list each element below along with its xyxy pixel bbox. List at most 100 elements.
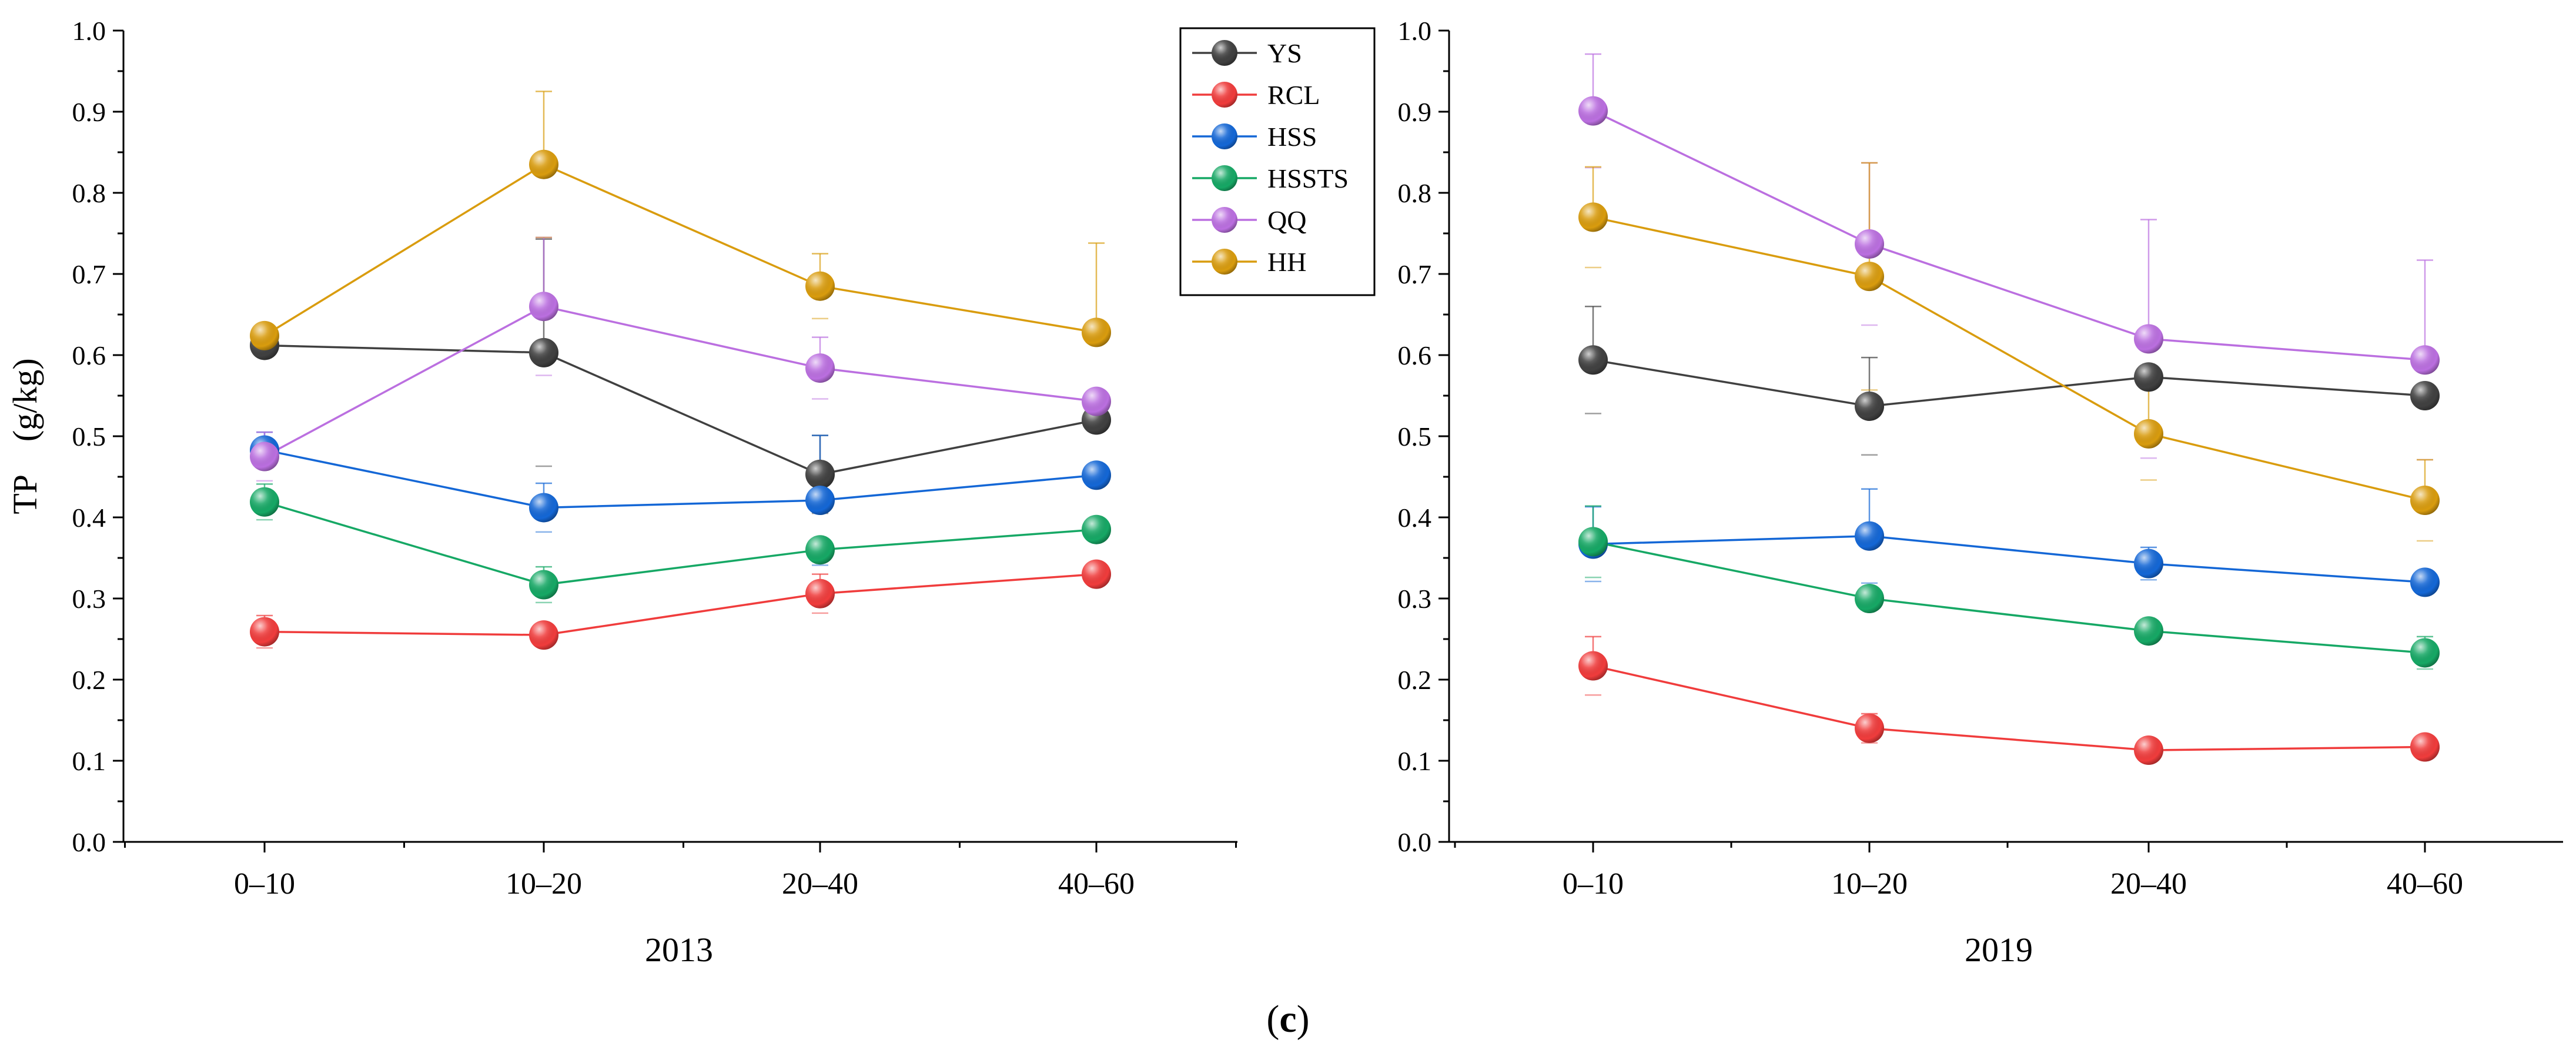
error-bars-RCL (256, 565, 1105, 649)
y-tick-label: 0.9 (1398, 97, 1432, 127)
y-tick-label: 0.8 (72, 178, 106, 208)
point-shade (250, 487, 279, 517)
y-tick-label: 0.7 (72, 259, 106, 289)
legend-marker-shade (1212, 40, 1237, 66)
series-line-HSSTS (264, 501, 1097, 586)
point-YS (2134, 362, 2163, 392)
series-line-HSS (1593, 534, 2426, 584)
point-shade (250, 320, 279, 350)
point-shade (2410, 345, 2440, 375)
point-RCL (250, 617, 279, 647)
point-HH (2134, 419, 2163, 449)
series-line-RCL (1593, 664, 2426, 751)
point-shade (1855, 584, 1884, 613)
point-shade (1082, 514, 1111, 544)
legend-item-YS: YS (1192, 38, 1302, 68)
point-HSSTS (1855, 584, 1884, 613)
legend-label: HSS (1267, 122, 1317, 152)
y-tick-label: 0.3 (72, 584, 106, 614)
point-HSSTS (2410, 638, 2440, 668)
y-tick-label: 1.0 (72, 16, 106, 46)
point-shade (2410, 486, 2440, 516)
legend-label: RCL (1267, 80, 1320, 110)
x-tick-label: 0–10 (234, 867, 295, 901)
point-RCL (1855, 713, 1884, 743)
y-tick-label: 0.5 (72, 422, 106, 452)
y-tick-label: 0.9 (72, 97, 106, 127)
x-tick-label: 40–60 (2387, 867, 2463, 901)
y-tick-label: 1.0 (1398, 16, 1432, 46)
y-tick-label: 0.7 (1398, 259, 1432, 289)
error-bars-YS (256, 238, 1105, 514)
y-tick-label: 0.6 (72, 340, 106, 370)
panel-2019: 0.0 0.1 0.2 0.3 0.4 0.5 0.6 0.7 0.8 0.9 1.0 0–10 10–… (1398, 16, 2563, 969)
point-QQ (2410, 345, 2440, 375)
point-shade (1082, 460, 1111, 490)
y-tick-label: 0.1 (72, 746, 106, 776)
point-shade (2134, 549, 2163, 579)
point-shade (2134, 324, 2163, 354)
point-shade (2134, 616, 2163, 646)
point-YS (805, 459, 835, 489)
legend-marker-shade (1212, 207, 1237, 233)
point-HH (1082, 317, 1111, 347)
point-shade (805, 535, 835, 565)
point-shade (805, 579, 835, 608)
y-tick-label: 0.5 (1398, 422, 1432, 452)
point-RCL (2410, 732, 2440, 762)
error-bars-HSSTS (256, 483, 1105, 604)
point-shade (2134, 735, 2163, 765)
point-HSS (805, 486, 835, 516)
point-YS (529, 337, 558, 367)
y-tick-label: 0.8 (1398, 178, 1432, 208)
y-tick-label: 0.4 (72, 503, 106, 533)
point-HSSTS (2134, 616, 2163, 646)
series-line-HH (264, 163, 1097, 337)
point-HH (2410, 486, 2440, 516)
point-HSS (1855, 521, 1884, 551)
x-axis-title: 2013 (645, 931, 713, 969)
legend-label: HH (1267, 247, 1306, 277)
point-HSS (529, 493, 558, 523)
legend-item-HH: HH (1192, 247, 1306, 277)
y-tick-label: 0.6 (1398, 340, 1432, 370)
point-shade (1578, 651, 1608, 681)
point-HH (1855, 262, 1884, 292)
point-shade (1855, 229, 1884, 259)
error-bars-HSSTS (1585, 505, 2433, 670)
point-shade (1855, 521, 1884, 551)
point-shade (1578, 96, 1608, 126)
point-shade (2134, 419, 2163, 449)
point-QQ (2134, 324, 2163, 354)
point-shade (529, 493, 558, 523)
point-QQ (805, 353, 835, 383)
x-axis-title: 2019 (1965, 931, 2033, 969)
series-line-QQ (264, 305, 1097, 458)
legend-item-HSS: HSS (1192, 122, 1317, 152)
point-RCL (805, 579, 835, 608)
point-shade (529, 292, 558, 322)
y-tick-label: 0.2 (72, 665, 106, 695)
point-shade (1855, 391, 1884, 421)
point-HSS (2410, 567, 2440, 597)
series-line-HSSTS (1593, 540, 2426, 654)
point-shade (805, 459, 835, 489)
point-shade (805, 271, 835, 301)
series-line-QQ (1593, 110, 2426, 362)
point-shade (1855, 713, 1884, 743)
point-QQ (1082, 386, 1111, 416)
series-line-HSS (264, 449, 1097, 509)
point-HSSTS (250, 487, 279, 517)
point-shade (1082, 317, 1111, 347)
point-shade (1082, 559, 1111, 589)
legend-label: QQ (1267, 205, 1306, 235)
legend: YS RCL HSS HSSTS QQ HH (1179, 27, 1376, 296)
y-tick-label: 0.0 (1398, 827, 1432, 857)
point-HSS (2134, 549, 2163, 579)
point-shade (1578, 202, 1608, 232)
point-RCL (529, 620, 558, 650)
point-RCL (2134, 735, 2163, 765)
point-QQ (250, 442, 279, 472)
point-shade (529, 149, 558, 179)
